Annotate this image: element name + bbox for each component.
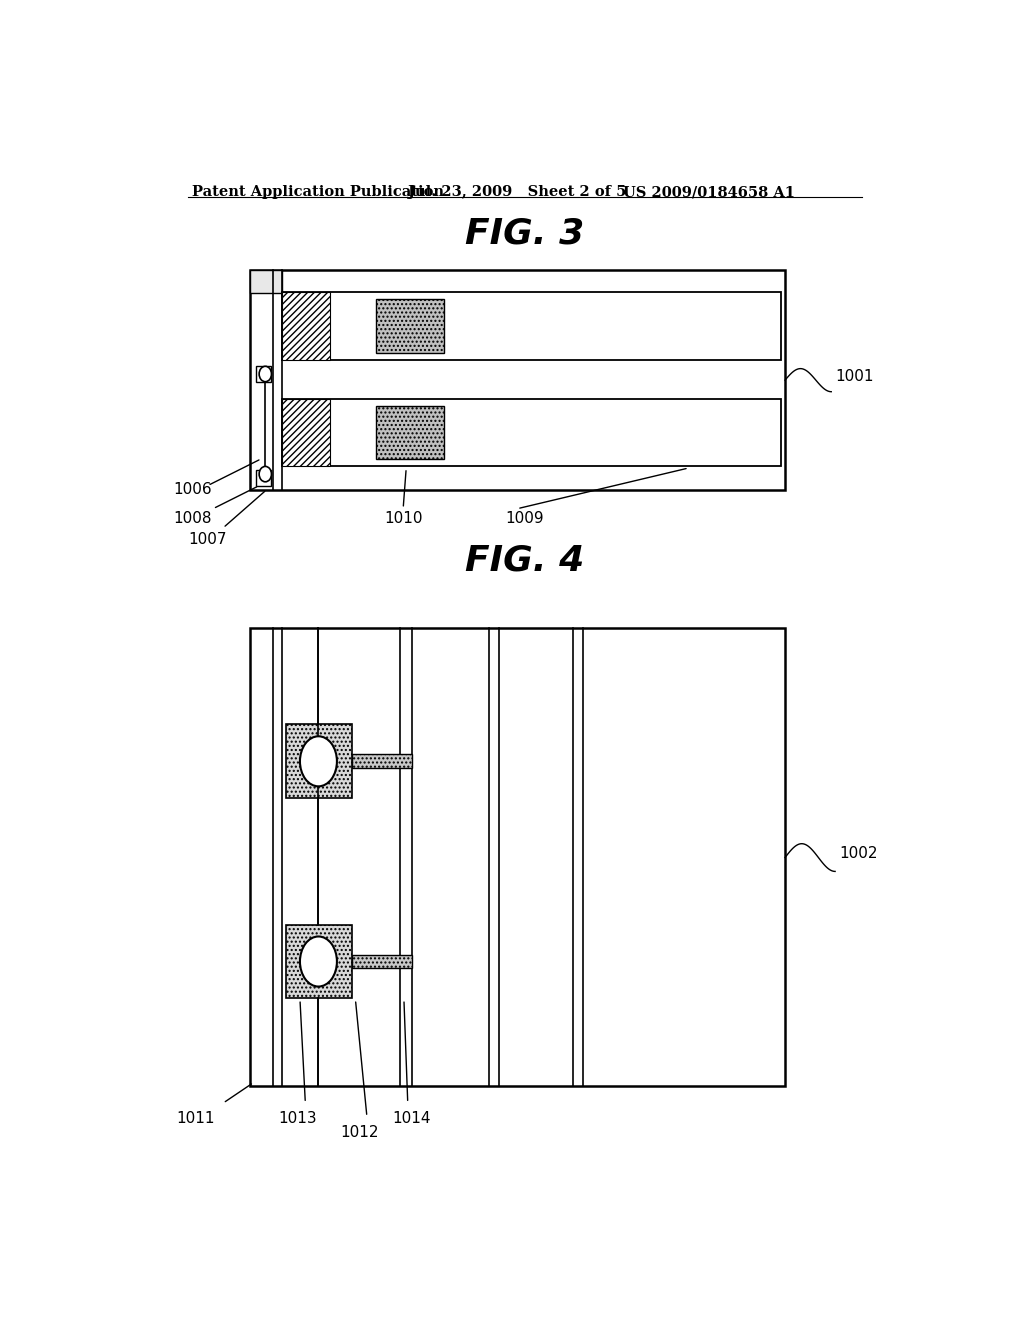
Ellipse shape — [300, 737, 337, 787]
Bar — [283, 399, 781, 466]
Bar — [351, 954, 412, 969]
Text: 1008: 1008 — [173, 511, 211, 527]
Ellipse shape — [259, 366, 271, 381]
Bar — [286, 725, 351, 797]
Ellipse shape — [259, 466, 271, 482]
Text: FIG. 4: FIG. 4 — [465, 544, 585, 577]
Text: 1001: 1001 — [836, 368, 873, 384]
Text: 1011: 1011 — [177, 1111, 215, 1126]
Bar — [351, 755, 412, 768]
Bar — [283, 293, 781, 360]
Text: 1002: 1002 — [839, 846, 878, 861]
Text: FIG. 3: FIG. 3 — [465, 216, 585, 251]
Text: Jul. 23, 2009   Sheet 2 of 5: Jul. 23, 2009 Sheet 2 of 5 — [408, 185, 626, 199]
Text: 1013: 1013 — [279, 1111, 317, 1126]
Text: 1014: 1014 — [392, 1111, 431, 1126]
Text: 1007: 1007 — [188, 532, 226, 546]
Text: US 2009/0184658 A1: US 2009/0184658 A1 — [624, 185, 796, 199]
Text: 1012: 1012 — [340, 1125, 379, 1139]
Bar — [376, 405, 444, 459]
Bar — [250, 271, 283, 293]
Text: Patent Application Publication: Patent Application Publication — [193, 185, 444, 199]
Bar — [283, 399, 330, 466]
Text: 1010: 1010 — [384, 511, 422, 527]
Bar — [256, 470, 271, 486]
Bar — [250, 271, 785, 490]
Text: 1006: 1006 — [173, 482, 212, 496]
Bar — [256, 367, 271, 381]
Ellipse shape — [300, 936, 337, 986]
Bar — [283, 293, 330, 360]
Bar — [286, 924, 351, 998]
Bar — [376, 300, 444, 354]
Text: 1009: 1009 — [506, 511, 544, 527]
Bar — [250, 628, 785, 1086]
